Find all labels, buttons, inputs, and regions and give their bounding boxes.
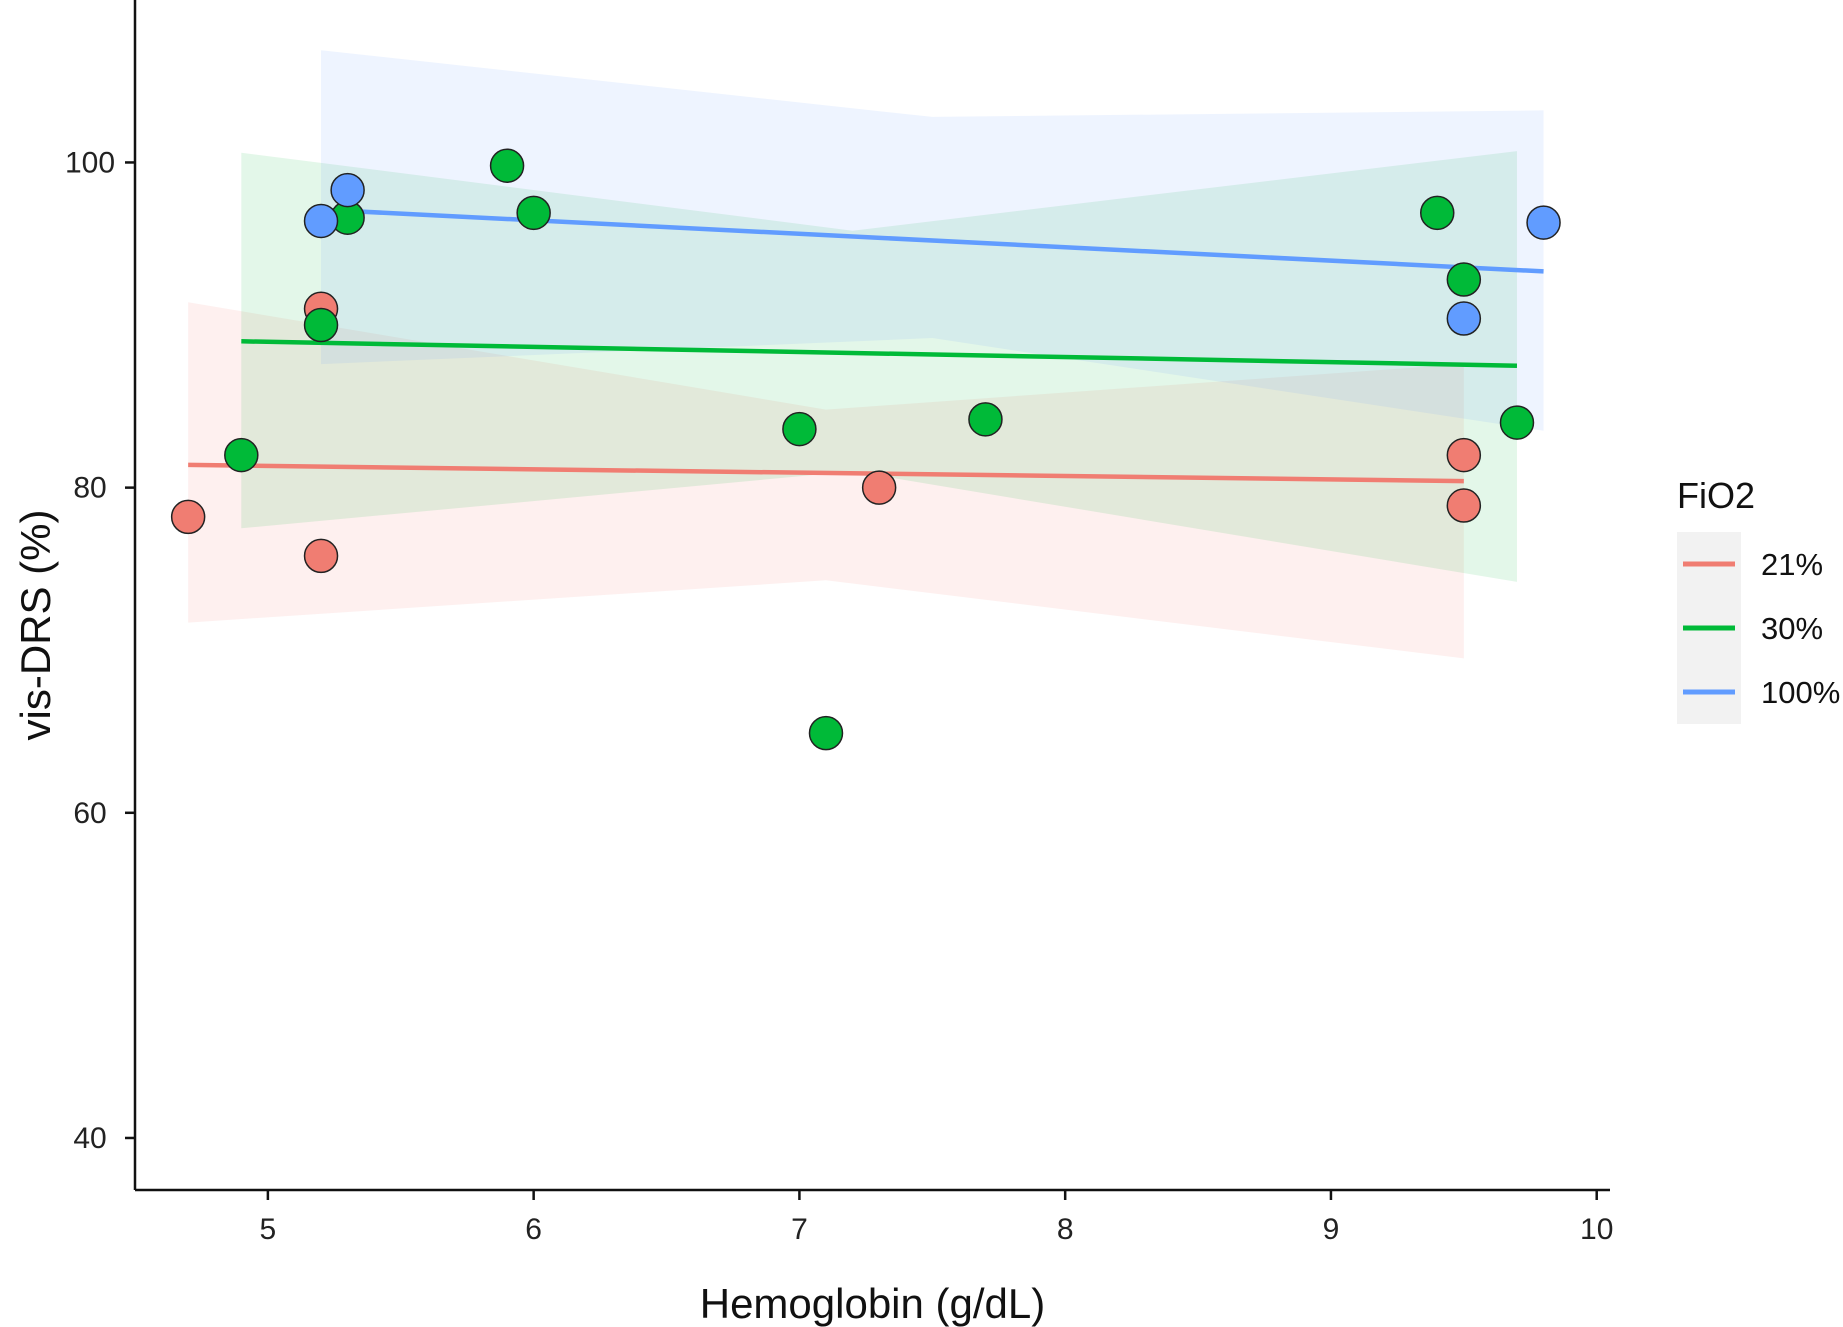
fit-line-21pct	[188, 462, 1464, 484]
x-tick-label: 7	[791, 1213, 808, 1246]
x-tick-label: 10	[1580, 1213, 1613, 1246]
point-21pct	[1446, 437, 1482, 473]
point-100pct	[330, 172, 365, 208]
point-21pct	[170, 499, 206, 535]
point-100pct	[303, 203, 339, 239]
point-30pct	[1499, 405, 1535, 440]
y-tick-label: 100	[65, 146, 115, 179]
point-30pct	[808, 715, 844, 751]
band-21pct	[188, 302, 1464, 659]
x-tick-label: 9	[1323, 1213, 1340, 1246]
point-30pct	[1420, 195, 1455, 231]
point-21pct	[1446, 488, 1482, 523]
x-axis-ticks: 5 6 7 8 9 10	[260, 1190, 1613, 1246]
legend: FiO2 21% 30% 100%	[1677, 475, 1840, 724]
x-axis-title: Hemoglobin (g/dL)	[700, 1280, 1046, 1327]
y-axis-title: vis-DRS (%)	[12, 510, 59, 741]
y-axis-ticks: 40 60 80 100	[65, 146, 135, 1155]
band-30pct	[241, 151, 1517, 582]
data-points	[170, 148, 1561, 751]
point-30pct	[224, 437, 259, 473]
point-30pct	[968, 402, 1003, 437]
point-100pct	[1526, 205, 1561, 240]
y-tick-label: 40	[73, 1122, 106, 1155]
point-21pct	[861, 470, 897, 505]
legend-title: FiO2	[1677, 475, 1755, 516]
y-tick-label: 60	[73, 797, 106, 830]
x-tick-label: 6	[525, 1213, 542, 1246]
point-30pct	[516, 195, 551, 231]
legend-label-100pct: 100%	[1761, 675, 1840, 710]
x-tick-label: 8	[1057, 1213, 1074, 1246]
point-30pct	[489, 148, 525, 183]
fit-line-30pct	[241, 339, 1518, 368]
legend-label-21pct: 21%	[1761, 547, 1823, 582]
point-30pct	[782, 411, 817, 447]
x-tick-label: 5	[260, 1213, 277, 1246]
point-100pct	[1446, 301, 1482, 336]
point-21pct	[303, 538, 339, 574]
legend-label-30pct: 30%	[1761, 611, 1823, 646]
y-tick-label: 80	[73, 472, 106, 505]
point-30pct	[1446, 262, 1482, 297]
point-30pct	[303, 307, 339, 343]
confidence-bands	[188, 50, 1544, 659]
